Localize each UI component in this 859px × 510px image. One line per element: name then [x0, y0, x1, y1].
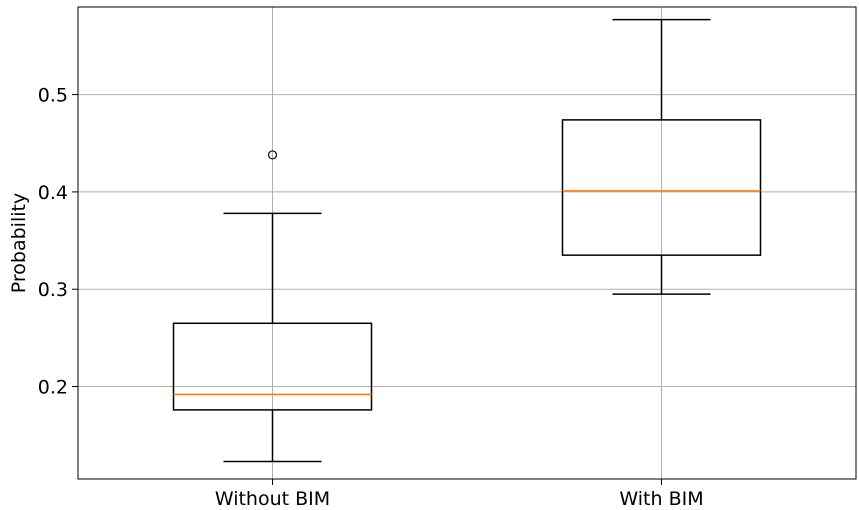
box-group: [172, 150, 373, 463]
outlier-point: [267, 150, 278, 160]
y-tick-label: 0.4: [38, 182, 68, 204]
grid-layer: [78, 7, 856, 479]
plot-frame: [77, 6, 857, 480]
y-axis-label: Probability: [8, 193, 30, 293]
boxes-layer: [172, 18, 762, 463]
ticks-layer: 0.2 0.3 0.4 0.5 Without BIM With BIM: [38, 85, 704, 510]
y-tick-label: 0.2: [38, 377, 68, 399]
y-tick-label: 0.5: [38, 85, 68, 107]
iqr-box: [172, 322, 373, 411]
x-tick-label: Without BIM: [215, 488, 330, 510]
box-group: [561, 18, 762, 295]
y-tick-label: 0.3: [38, 279, 68, 301]
iqr-box: [561, 119, 762, 256]
x-tick-label: With BIM: [619, 488, 703, 510]
